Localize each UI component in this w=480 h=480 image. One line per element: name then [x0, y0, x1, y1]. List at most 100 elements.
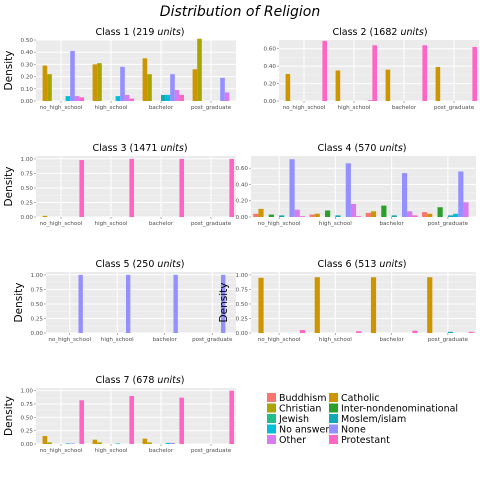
bar-none [78, 274, 83, 333]
y-tick-label: 0.00 [21, 215, 34, 221]
y-tick-label: 0.00 [264, 99, 277, 105]
x-tick-label: no_high_school [258, 221, 301, 227]
x-tick-label: post_graduate [434, 105, 475, 111]
y-axis-label: Density [3, 396, 15, 436]
panel-title: Class 6 (513 units) [317, 259, 406, 270]
bar-protestant [179, 397, 184, 444]
legend-swatch [267, 424, 276, 434]
legend-item: Buddhism [267, 393, 326, 404]
bar-buddhism [253, 213, 259, 217]
bar-inter-nondenominational [381, 205, 387, 217]
bar-catholic [142, 438, 148, 444]
legend-swatch [267, 435, 276, 444]
y-tick-label: 0.60 [264, 47, 277, 53]
chart-panels: Class 1 (219 units) 0.00 0.10 0.20 0.30 0.40 0… [3, 27, 479, 454]
x-tick-label: post_graduate [428, 337, 469, 343]
bar-protestant [129, 396, 134, 444]
legend-item: Catholic [329, 393, 380, 404]
x-tick-label: no_high_school [40, 105, 83, 111]
x-tick-label: bachelor [153, 337, 178, 343]
bar-protestant [129, 158, 134, 217]
plot-background [36, 156, 236, 217]
legend-label: None [341, 425, 366, 436]
bar-protestant [412, 330, 418, 333]
y-axis-label: Density [218, 283, 230, 323]
bar-none [401, 173, 408, 217]
x-tick-label: no_high_school [283, 105, 326, 111]
bar-catholic [427, 277, 433, 333]
legend-swatch [267, 414, 276, 423]
bar-protestant [356, 331, 362, 333]
bar-no-answer [65, 96, 71, 101]
y-tick-label: 1.00 [21, 389, 34, 395]
y-tick-label: 0.40 [236, 182, 249, 188]
x-tick-label: post_graduate [191, 105, 232, 111]
bar-inter-nondenominational [268, 214, 274, 217]
legend-swatch [329, 393, 338, 402]
panel-7: Class 7 (678 units) 0.00 0.25 0.50 0.75 1.00 n… [3, 375, 236, 454]
bar-no-answer [115, 96, 121, 101]
bar-catholic [192, 69, 198, 101]
x-tick-label: no_high_school [40, 448, 83, 454]
bar-none [70, 50, 75, 101]
bar-none [170, 442, 175, 444]
x-tick-label: high_school [95, 448, 128, 454]
bar-catholic [385, 69, 391, 101]
bar-moslem-islam [161, 94, 166, 101]
legend-item: Moslem/islam [329, 414, 406, 425]
y-tick-label: 0.00 [21, 99, 34, 105]
y-tick-label: 0.00 [236, 215, 249, 221]
bar-protestant [179, 158, 184, 217]
bar-no-answer [65, 443, 71, 444]
plot-background [251, 272, 476, 333]
plot-background [46, 272, 236, 333]
legend-label: Protestant [341, 435, 390, 446]
legend-label: Moslem/islam [341, 414, 406, 425]
legend-label: No answer [279, 425, 329, 436]
panel-title: Class 1 (219 units) [95, 27, 184, 38]
legend-label: Jewish [278, 414, 309, 425]
y-tick-label: 0.20 [264, 82, 277, 88]
x-tick-label: high_school [319, 337, 352, 343]
y-tick-label: 0.25 [21, 200, 34, 206]
legend-swatch [267, 393, 276, 402]
legend-label: Buddhism [279, 393, 326, 404]
bar-inter-nondenominational [325, 210, 331, 217]
bar-protestant [299, 216, 305, 217]
y-tick-label: 0.30 [21, 62, 34, 68]
y-tick-label: 0.75 [21, 402, 34, 408]
legend-label: Christian [279, 404, 321, 415]
y-tick-label: 0.50 [21, 38, 34, 44]
bar-protestant [229, 390, 234, 444]
bar-moslem-islam [447, 331, 454, 333]
bar-catholic [42, 65, 48, 101]
bar-none [70, 443, 75, 444]
bar-none [220, 274, 226, 333]
legend-item: Christian [267, 403, 321, 415]
panel-title: Class 5 (250 units) [95, 259, 184, 270]
panel-2: Class 2 (1682 units) 0.00 0.20 0.40 0.60 no_h… [264, 27, 479, 111]
y-tick-label: 0.20 [236, 199, 249, 205]
bar-protestant [356, 216, 362, 217]
legend-label: Inter-nondenominational [341, 404, 458, 415]
legend-swatch [329, 435, 338, 444]
bar-protestant [129, 98, 134, 101]
bar-none [458, 171, 464, 217]
y-axis-label: Density [3, 167, 15, 207]
y-tick-label: 0.00 [21, 442, 34, 448]
x-tick-label: no_high_school [48, 337, 91, 343]
x-tick-label: post_graduate [192, 337, 233, 343]
bar-protestant [79, 97, 84, 101]
bar-protestant [322, 40, 327, 101]
legend-item: Inter-nondenominational [329, 403, 458, 415]
panel-6: Class 6 (513 units) 0.00 0.25 0.50 0.75 1.00 n… [218, 259, 476, 343]
x-tick-label: no_high_school [40, 221, 83, 227]
legend-swatch [329, 424, 338, 434]
bar-catholic [42, 215, 48, 217]
bar-catholic [427, 213, 433, 217]
bar-protestant [299, 330, 305, 333]
bar-christian [147, 74, 152, 101]
bar-christian [197, 38, 202, 101]
chart-legend: Buddhism Catholic Christian Inter-nondenomi… [267, 393, 458, 446]
bar-moslem-islam [279, 215, 285, 217]
